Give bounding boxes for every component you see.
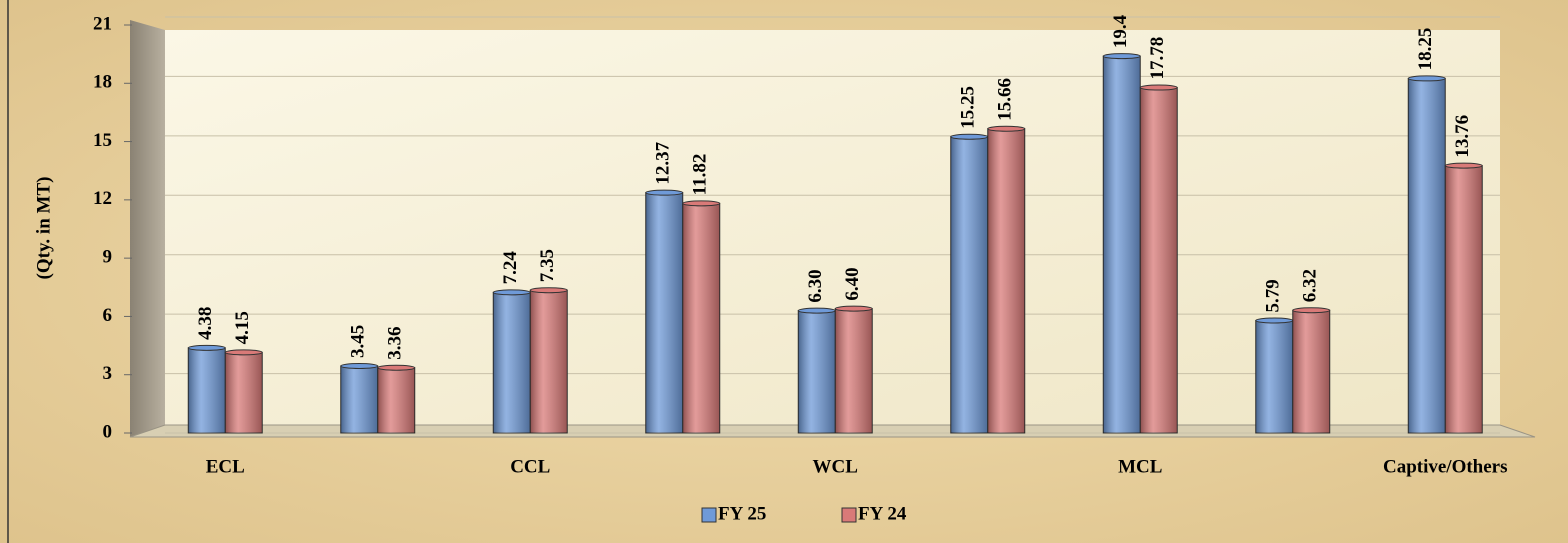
bar-top [987,125,1026,132]
bar-shade [530,290,568,433]
bar-top [1102,53,1141,60]
value-label: 12.37 [653,141,674,184]
value-label: 15.25 [958,86,979,129]
bar-top [1255,317,1294,324]
bar-top [1444,162,1483,169]
y-tick-label: 18 [93,72,112,93]
x-tick-label: Captive/Others [1383,456,1508,477]
bar-shade [1292,310,1330,433]
legend-label: FY 24 [858,503,907,524]
legend-label: FY 25 [718,503,766,524]
bar-top [340,362,379,369]
value-label: 19.4 [1110,14,1131,48]
side-wall [130,20,165,437]
value-label: 17.78 [1147,37,1168,80]
bar-shade [950,136,988,433]
bar-top [1407,75,1446,82]
value-label: 11.82 [690,154,711,196]
bar-shade [377,367,415,433]
bar-shade [1408,78,1446,433]
bar-shade [1140,87,1178,433]
bar-shade [340,365,378,433]
value-label: 6.40 [842,267,863,300]
y-tick-label: 12 [93,188,112,209]
value-label: 3.45 [348,325,369,358]
value-label: 7.35 [537,249,558,282]
x-tick-label: CCL [510,456,550,477]
value-label: 13.76 [1452,115,1473,158]
value-label: 3.36 [385,326,406,359]
bar-top [492,289,531,296]
y-tick-label: 21 [93,13,112,34]
value-label: 6.30 [805,269,826,302]
bar-top [1139,84,1178,91]
value-label: 6.32 [1300,269,1321,302]
y-tick-label: 0 [103,421,113,442]
legend-swatch [841,507,857,523]
bar-top [1292,307,1331,314]
x-tick-label: MCL [1118,456,1162,477]
legend: FY 25 FY 24 [701,503,907,524]
bar-shade [682,203,720,433]
bar-shade [987,128,1025,433]
bar-top [224,349,263,356]
bar-top [682,200,721,207]
bar-top [834,305,873,312]
value-label: 4.15 [232,311,253,344]
value-label: 15.66 [995,78,1016,121]
x-tick-label: ECL [206,456,245,477]
bar-shade [1445,165,1483,434]
y-tick-label: 15 [93,130,112,151]
bar-shade [1103,56,1141,433]
bar-shade [798,310,836,433]
bar-shade [835,308,873,433]
bar-shade [225,352,263,433]
x-tick-label: WCL [813,456,858,477]
bar-shade [188,347,226,433]
value-label: 18.25 [1415,28,1436,71]
bar-top [645,189,684,196]
value-label: 5.79 [1263,279,1284,312]
bar-shade [1255,320,1293,433]
bar-shade [493,292,531,433]
bar-shade [645,192,683,433]
bar-top [950,133,989,140]
bar-top [797,307,836,314]
y-tick-label: 9 [103,247,113,268]
bar-top [377,364,416,371]
bar-top [529,287,568,294]
value-label: 4.38 [195,307,216,340]
bar-top [187,344,226,351]
value-label: 7.24 [500,251,521,285]
y-tick-label: 3 [103,363,113,384]
legend-swatch [701,507,717,523]
y-tick-label: 6 [103,305,113,326]
y-axis-label: (Qty. in MT) [33,177,54,280]
